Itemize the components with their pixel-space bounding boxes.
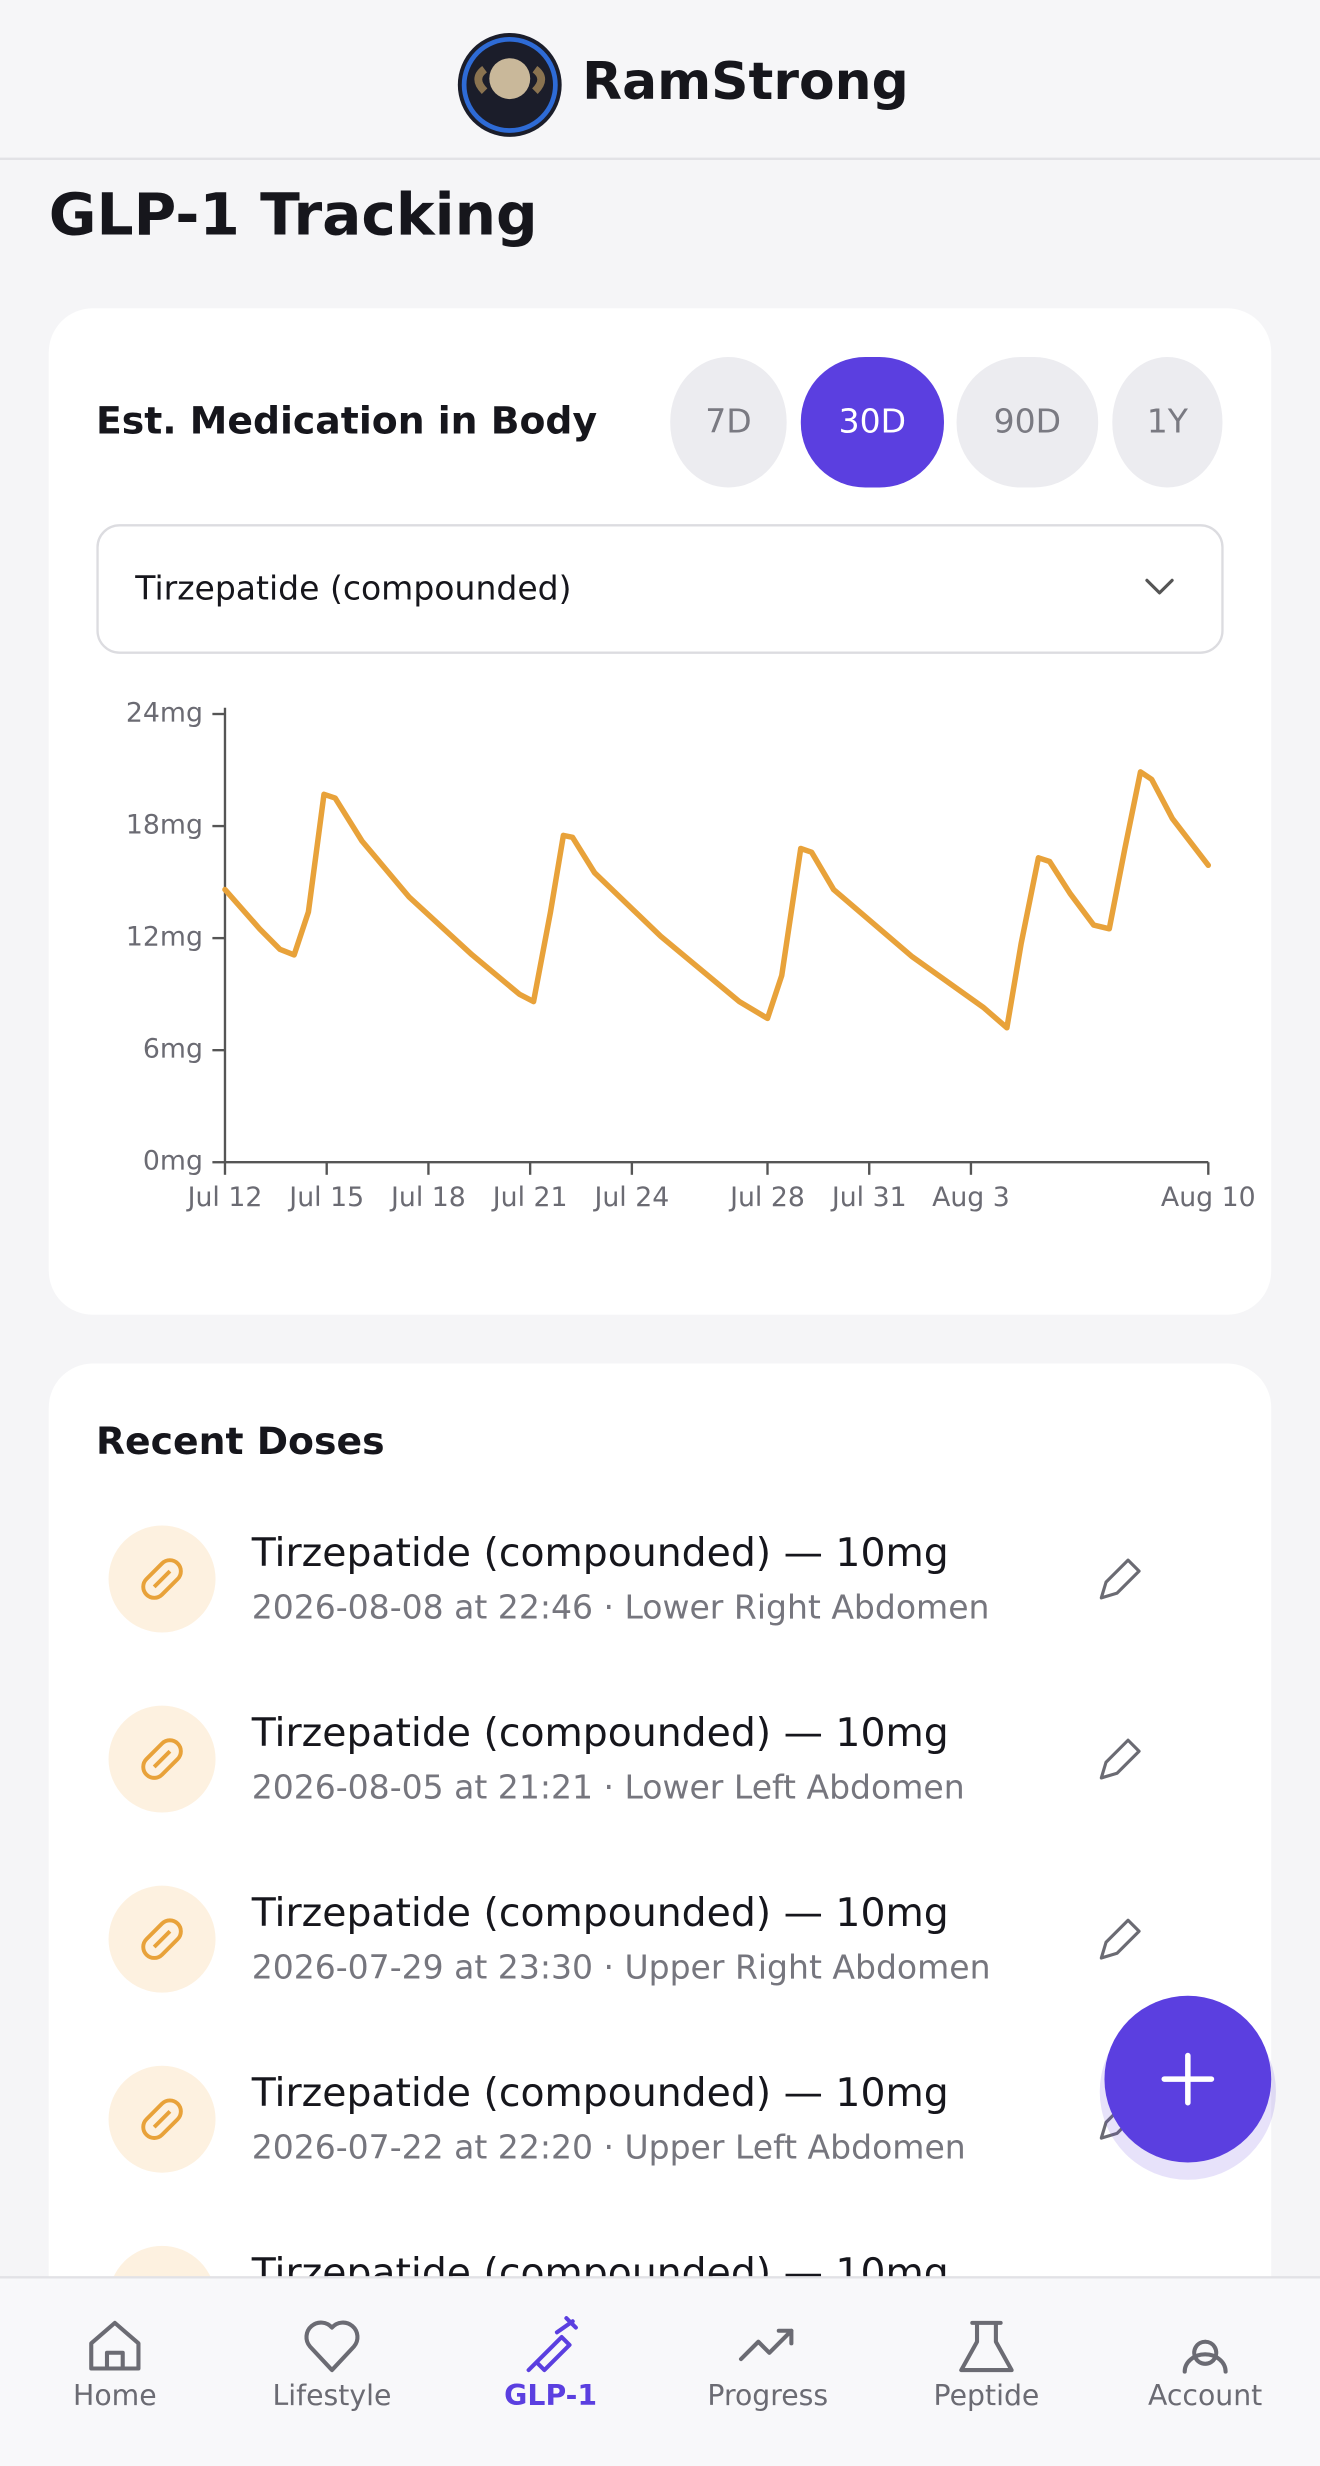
brand-name: RamStrong [582,52,909,112]
bottom-nav [0,2277,1320,2466]
nav-icon [1182,2339,1228,2374]
dose-detail: 2026-08-05 at 21:21 · Lower Left Abdomen [252,1767,965,1806]
dose-detail: 2026-07-22 at 22:20 · Upper Left Abdomen [252,2128,966,2167]
dose-row[interactable]: Tirzepatide (compounded) — 10mg 2026-08-0… [108,1705,1141,1813]
range-button-label: 7D [705,402,751,441]
nav-label: Progress [707,2379,828,2412]
nav-label: GLP-1 [504,2379,597,2412]
range-button[interactable]: 7D [670,357,787,488]
dose-icon [152,1929,172,1949]
nav-item[interactable]: Peptide [934,2320,1040,2412]
add-dose-button[interactable] [1099,1995,1276,2180]
page-title: GLP-1 Tracking [49,181,538,249]
range-button-label: 1Y [1147,402,1189,441]
range-button-label: 30D [839,402,906,441]
y-tick-label: 6mg [143,1034,203,1065]
y-tick-label: 24mg [126,698,203,729]
dose-title: Tirzepatide (compounded) — 10mg [251,1711,949,1756]
nav-item[interactable]: Home [73,2320,157,2412]
nav-items: Home Lifestyle GLP-1 Progress Peptide Account [73,2316,1262,2412]
chart: 0mg 6mg 12mg 18mg 24mg Jul 12 Jul 15 Jul 18 Jul … [126,698,1256,1213]
dose-row[interactable]: Tirzepatide (compounded) — 10mg 2026-08-0… [108,1525,1141,1633]
nav-label: Peptide [934,2379,1040,2412]
dose-title: Tirzepatide (compounded) — 10mg [251,1891,949,1936]
x-tick-label: Jul 31 [830,1182,907,1213]
dropdown-value: Tirzepatide (compounded) [134,568,571,607]
dose-icon [141,1738,183,1780]
edit-icon[interactable] [1099,1738,1141,1780]
edit-icon[interactable] [1099,1918,1141,1960]
range-selector: 7D 30D 90D 1Y [670,357,1223,488]
dose-detail: 2026-08-08 at 22:46 · Lower Right Abdome… [252,1587,990,1626]
dose-detail: 2026-07-29 at 23:30 · Upper Right Abdome… [252,1948,991,1987]
dose-icon [152,1569,172,1589]
logo[interactable] [457,33,562,137]
x-tick-label: Jul 15 [287,1182,364,1213]
medication-dropdown[interactable] [96,524,1224,654]
range-button[interactable]: 1Y [1112,357,1223,488]
nav-label: Home [73,2379,157,2412]
x-tick-label: Jul 24 [592,1182,669,1213]
dose-icon [141,2098,183,2140]
medication-line [222,769,1212,1031]
dose-title: Tirzepatide (compounded) — 10mg [251,2071,949,2116]
nav-icon [959,2320,1014,2373]
dose-icon [152,1749,172,1769]
range-button-bg [800,357,944,488]
y-tick-label: 12mg [126,922,203,953]
doses-title: Recent Doses [96,1419,385,1463]
nav-item[interactable]: Lifestyle [273,2320,392,2412]
range-button[interactable]: 90D [956,357,1099,488]
edit-icon[interactable] [1099,1558,1141,1600]
y-tick-label: 0mg [143,1146,203,1177]
nav-item[interactable]: GLP-1 [504,2316,597,2412]
y-tick-label: 18mg [126,810,203,841]
dose-row[interactable]: Tirzepatide (compounded) — 10mg 2026-07-2… [108,1885,1141,1993]
dose-icon [152,2109,172,2129]
dropdown-chevron [1145,578,1174,595]
range-button-label: 90D [994,402,1061,441]
nav-label: Lifestyle [273,2379,392,2412]
nav-item[interactable]: Progress [707,2328,828,2412]
range-button-bg [670,357,787,488]
card-title: Est. Medication in Body [96,399,597,443]
x-tick-label: Jul 28 [728,1182,805,1213]
range-button[interactable]: 30D [800,357,944,488]
nav-icon [304,2320,360,2373]
nav-item[interactable]: Account [1148,2339,1262,2412]
x-tick-label: Jul 12 [186,1182,263,1213]
dose-title: Tirzepatide (compounded) — 10mg [251,1531,949,1576]
doses-card [48,1363,1272,2466]
x-tick-label: Aug 3 [932,1182,1010,1213]
x-tick-label: Aug 10 [1161,1182,1256,1213]
dose-row[interactable]: Tirzepatide (compounded) — 10mg 2026-07-2… [108,2065,1141,2173]
x-tick-label: Jul 18 [389,1182,466,1213]
dose-icon [141,1918,183,1960]
header [0,0,1320,159]
nav-icon [89,2320,141,2371]
nav-icon [526,2316,578,2373]
x-tick-label: Jul 21 [491,1182,568,1213]
nav-label: Account [1148,2379,1262,2412]
range-button-bg [956,357,1099,488]
range-button-bg [1112,357,1223,488]
nav-icon [738,2328,794,2362]
dose-icon [141,1558,183,1600]
medication-card [48,308,1272,1315]
